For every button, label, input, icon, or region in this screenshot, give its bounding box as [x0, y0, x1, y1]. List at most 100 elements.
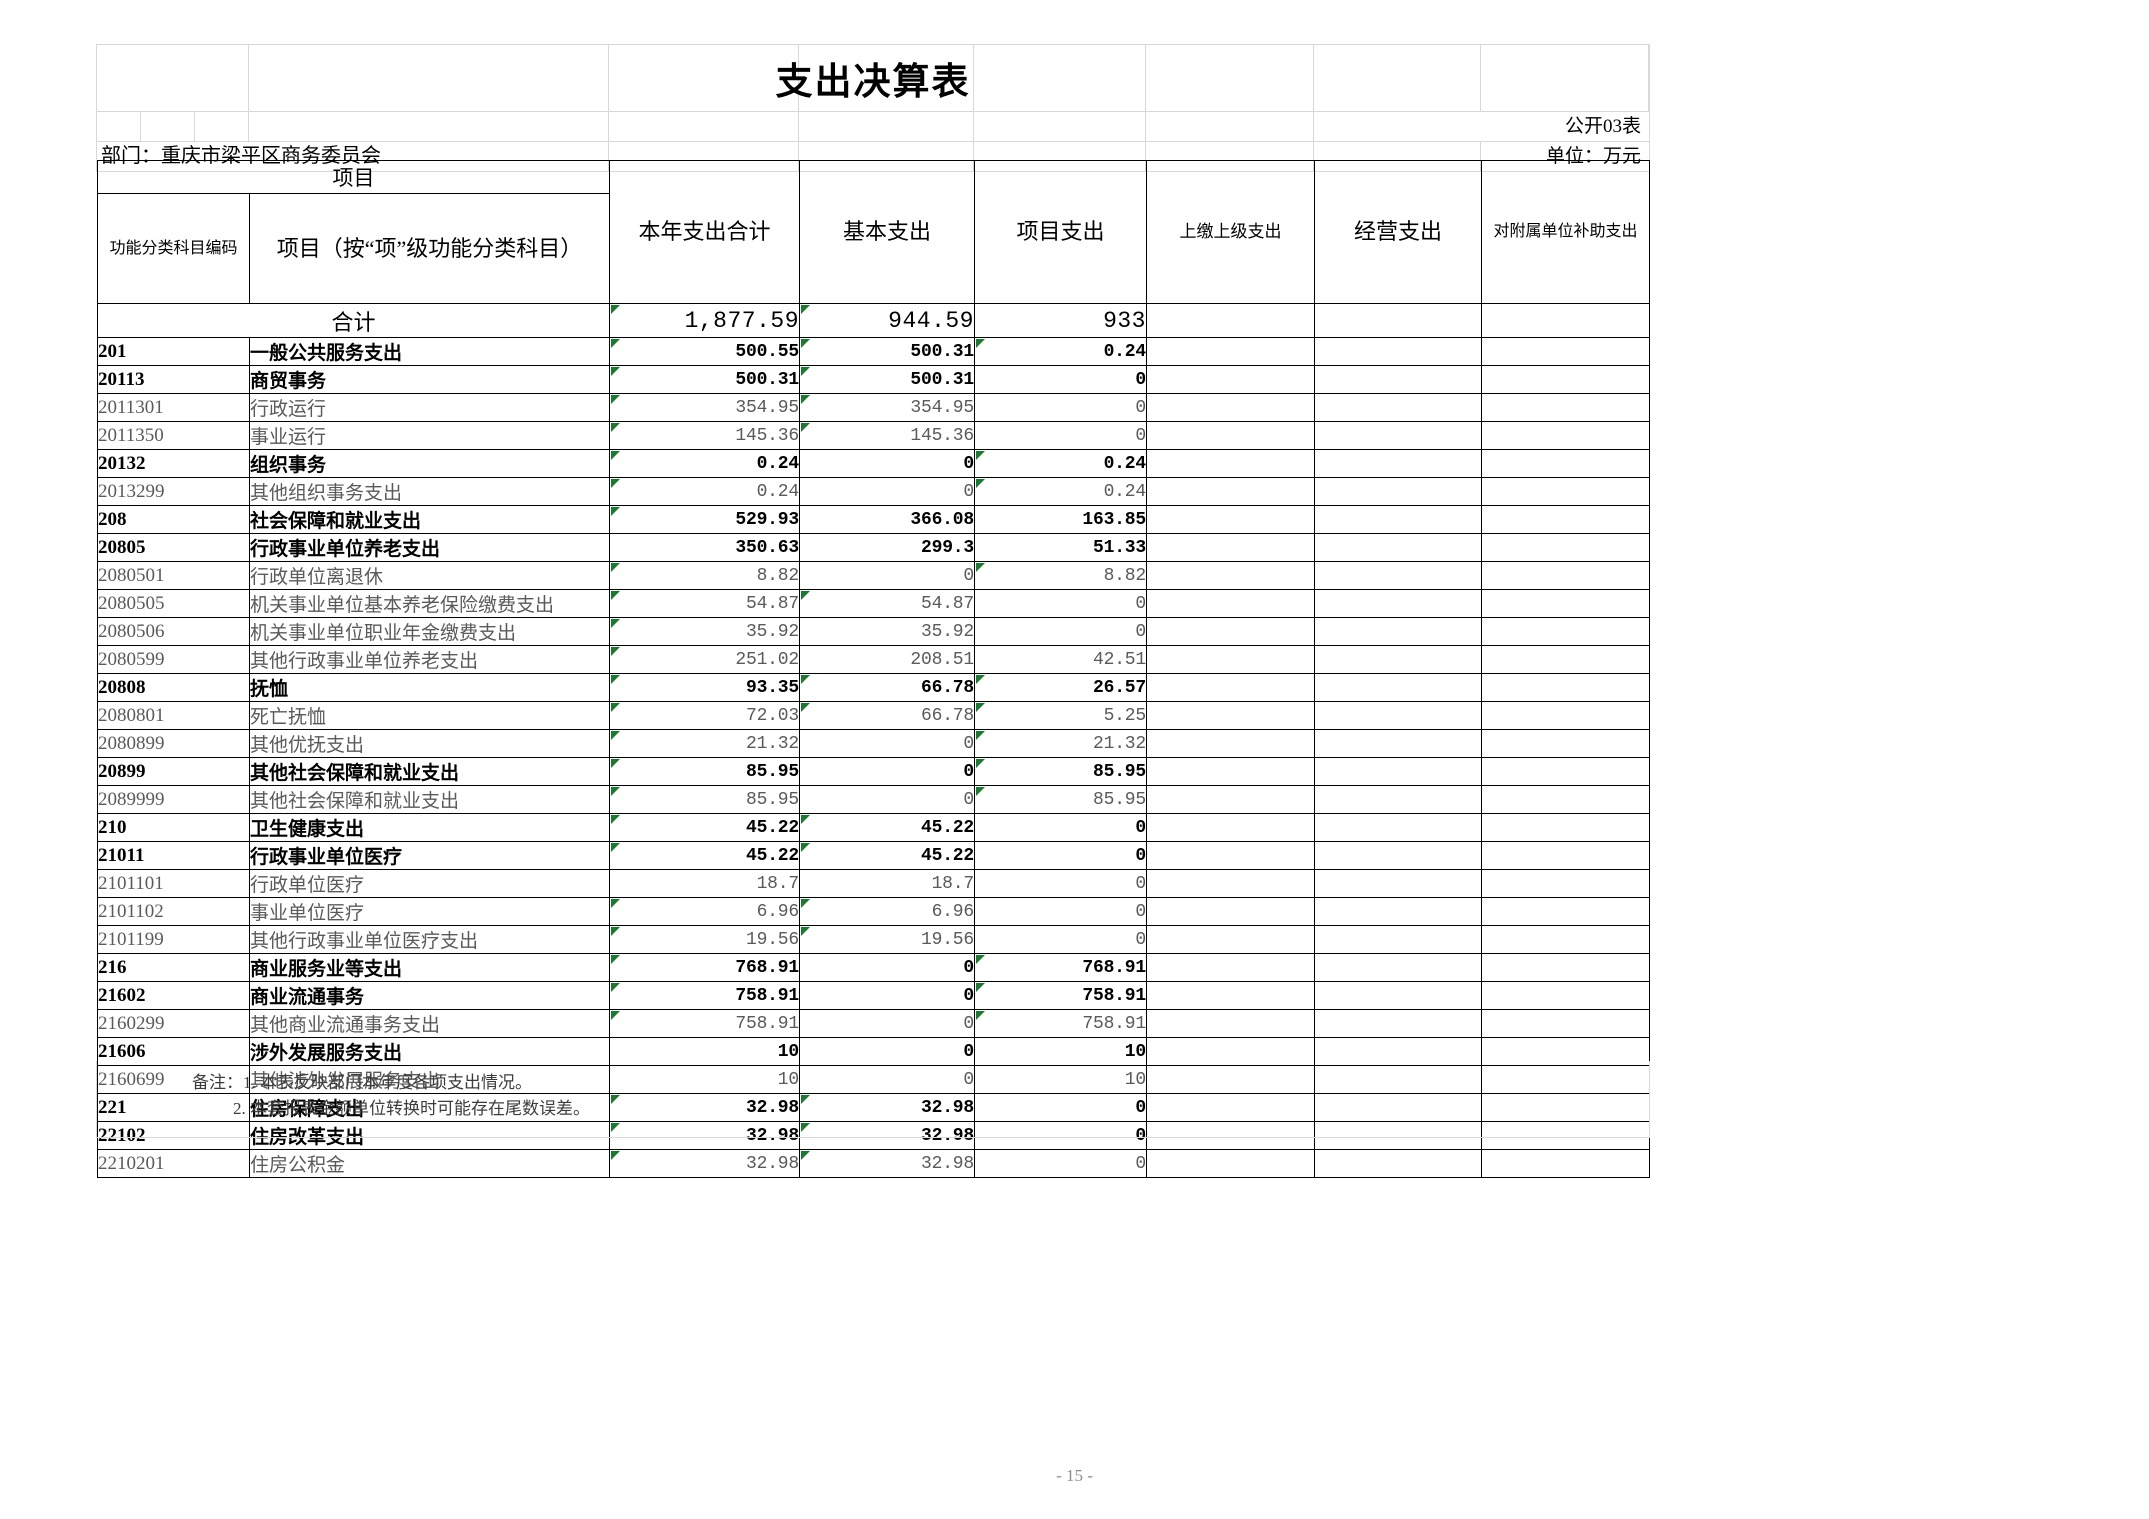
row-operating — [1314, 561, 1482, 590]
row-item-name: 组织事务 — [249, 449, 610, 478]
row-item-name: 其他优抚支出 — [249, 729, 610, 758]
row-function-code: 20899 — [97, 757, 250, 786]
col-group-item: 项目 — [97, 160, 610, 194]
row-basic: 0 — [799, 449, 975, 478]
row-upper-remit — [1146, 785, 1315, 814]
row-total: 18.7 — [609, 869, 800, 898]
row-item-name: 行政事业单位医疗 — [249, 841, 610, 870]
row-function-code: 2160299 — [97, 1009, 250, 1038]
table-row: 21606 涉外发展服务支出 10 0 10 — [97, 1037, 1650, 1066]
row-item-name: 其他商业流通事务支出 — [249, 1009, 610, 1038]
table-row: 2080899 其他优抚支出 21.32 0 21.32 — [97, 729, 1650, 758]
row-upper-remit — [1146, 477, 1315, 506]
row-basic: 54.87 — [799, 589, 975, 618]
row-function-code: 2080801 — [97, 701, 250, 730]
title-band: 支出决算表 — [97, 45, 1649, 112]
page-number: - 15 - — [1056, 1466, 1093, 1485]
column-header-row: 功能分类科目编码 项目（按“项”级功能分类科目） — [97, 193, 1650, 304]
row-total: 45.22 — [609, 813, 800, 842]
row-function-code: 21011 — [97, 841, 250, 870]
expenditure-table: 项目 本年支出合计 基本支出 项目支出 上缴上级支出 经营支出 对附属单位补助支… — [97, 160, 1650, 1178]
summary-project: 933 — [974, 303, 1147, 338]
row-item-name: 住房公积金 — [249, 1149, 610, 1178]
row-total: 54.87 — [609, 589, 800, 618]
row-function-code: 22102 — [97, 1121, 250, 1150]
row-total: 35.92 — [609, 617, 800, 646]
row-subsidy — [1481, 813, 1650, 842]
row-basic: 66.78 — [799, 673, 975, 702]
table-row: 2089999 其他社会保障和就业支出 85.95 0 85.95 — [97, 785, 1650, 814]
row-total: 45.22 — [609, 841, 800, 870]
row-total: 6.96 — [609, 897, 800, 926]
row-project: 0 — [974, 393, 1147, 422]
row-function-code: 2089999 — [97, 785, 250, 814]
summary-basic: 944.59 — [799, 303, 975, 338]
row-project: 10 — [974, 1037, 1147, 1066]
row-function-code: 201 — [97, 337, 250, 366]
row-basic: 35.92 — [799, 617, 975, 646]
row-project: 26.57 — [974, 673, 1147, 702]
row-item-name: 其他行政事业单位医疗支出 — [249, 925, 610, 954]
row-basic: 0 — [799, 1037, 975, 1066]
row-upper-remit — [1146, 813, 1315, 842]
form-code: 公开03表 — [1564, 116, 1641, 137]
row-project: 0 — [974, 617, 1147, 646]
row-total: 768.91 — [609, 953, 800, 982]
row-function-code: 21602 — [97, 981, 250, 1010]
row-item-name: 涉外发展服务支出 — [249, 1037, 610, 1066]
row-operating — [1314, 645, 1482, 674]
row-subsidy — [1481, 477, 1650, 506]
row-basic: 0 — [799, 729, 975, 758]
table-row: 2160299 其他商业流通事务支出 758.91 0 758.91 — [97, 1009, 1650, 1038]
row-subsidy — [1481, 673, 1650, 702]
row-project: 163.85 — [974, 505, 1147, 534]
row-item-name: 抚恤 — [249, 673, 610, 702]
table-body: 合计 1,877.59 944.59 933 201 一般公共服务支出 500.55… — [97, 303, 1650, 1178]
row-operating — [1314, 617, 1482, 646]
row-total: 145.36 — [609, 421, 800, 450]
row-item-name: 其他社会保障和就业支出 — [249, 785, 610, 814]
table-row: 201 一般公共服务支出 500.55 500.31 0.24 — [97, 337, 1650, 366]
row-item-name: 行政事业单位养老支出 — [249, 533, 610, 562]
table-row: 2210201 住房公积金 32.98 32.98 0 — [97, 1149, 1650, 1178]
row-upper-remit — [1146, 533, 1315, 562]
row-total: 354.95 — [609, 393, 800, 422]
page-title: 支出决算表 — [775, 61, 971, 102]
row-upper-remit — [1146, 981, 1315, 1010]
row-basic: 32.98 — [799, 1149, 975, 1178]
row-subsidy — [1481, 1009, 1650, 1038]
row-function-code: 216 — [97, 953, 250, 982]
row-upper-remit — [1146, 645, 1315, 674]
row-operating — [1314, 1009, 1482, 1038]
form-code-band: 公开03表 — [97, 112, 1649, 142]
row-project: 0 — [974, 813, 1147, 842]
table-row: 2080506 机关事业单位职业年金缴费支出 35.92 35.92 0 — [97, 617, 1650, 646]
row-project: 8.82 — [974, 561, 1147, 590]
row-basic: 32.98 — [799, 1121, 975, 1150]
row-basic: 354.95 — [799, 393, 975, 422]
row-upper-remit — [1146, 589, 1315, 618]
row-project: 0.24 — [974, 449, 1147, 478]
row-operating — [1314, 925, 1482, 954]
row-item-name: 行政单位离退休 — [249, 561, 610, 590]
row-basic: 500.31 — [799, 337, 975, 366]
row-subsidy — [1481, 785, 1650, 814]
table-row: 2011301 行政运行 354.95 354.95 0 — [97, 393, 1650, 422]
table-row: 22102 住房改革支出 32.98 32.98 0 — [97, 1121, 1650, 1150]
row-project: 0 — [974, 897, 1147, 926]
row-basic: 18.7 — [799, 869, 975, 898]
row-item-name: 卫生健康支出 — [249, 813, 610, 842]
row-subsidy — [1481, 1065, 1650, 1094]
row-upper-remit — [1146, 869, 1315, 898]
row-subsidy — [1481, 953, 1650, 982]
table-row: 2101199 其他行政事业单位医疗支出 19.56 19.56 0 — [97, 925, 1650, 954]
row-basic: 0 — [799, 1009, 975, 1038]
table-row: 20805 行政事业单位养老支出 350.63 299.3 51.33 — [97, 533, 1650, 562]
row-operating — [1314, 1037, 1482, 1066]
row-basic: 0 — [799, 981, 975, 1010]
row-total: 85.95 — [609, 785, 800, 814]
row-operating — [1314, 505, 1482, 534]
row-operating — [1314, 365, 1482, 394]
col-project: 项目支出 — [974, 160, 1147, 304]
